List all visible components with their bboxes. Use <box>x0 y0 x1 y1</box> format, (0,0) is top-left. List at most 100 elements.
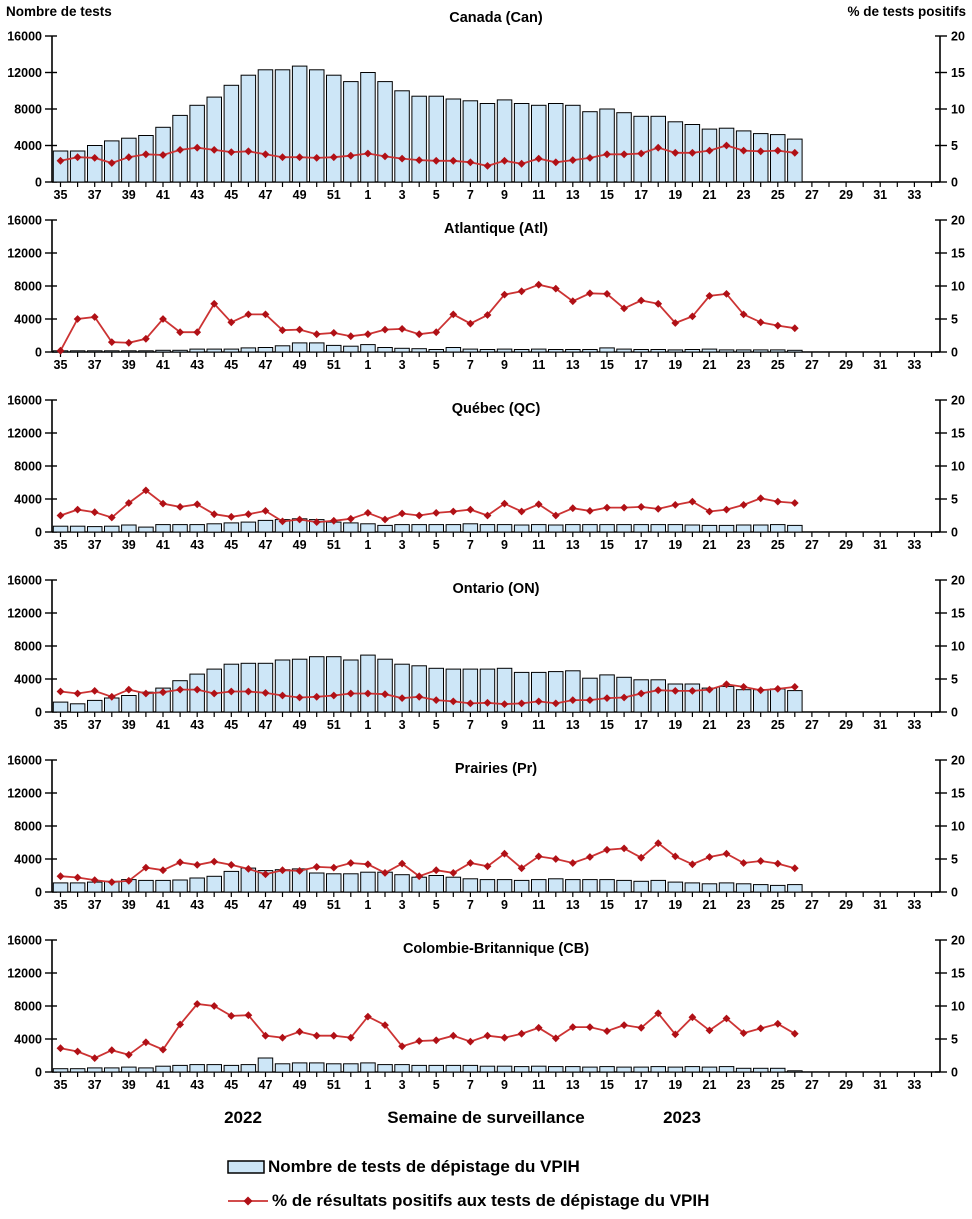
svg-text:43: 43 <box>190 1078 204 1092</box>
svg-text:15: 15 <box>951 607 965 621</box>
tests-bars-series <box>52 654 803 713</box>
svg-text:21: 21 <box>703 718 717 732</box>
svg-text:13: 13 <box>566 718 580 732</box>
svg-text:37: 37 <box>88 538 102 552</box>
pct-positive-line-series <box>56 280 799 355</box>
pct-positive-line-series <box>56 1000 799 1062</box>
svg-text:4000: 4000 <box>14 1033 42 1047</box>
svg-text:25: 25 <box>771 718 785 732</box>
svg-text:15: 15 <box>951 787 965 801</box>
svg-text:49: 49 <box>293 358 307 372</box>
svg-text:1: 1 <box>364 718 371 732</box>
svg-text:15: 15 <box>600 1078 614 1092</box>
svg-text:23: 23 <box>737 538 751 552</box>
svg-text:8000: 8000 <box>14 460 42 474</box>
svg-text:43: 43 <box>190 718 204 732</box>
svg-text:29: 29 <box>839 898 853 912</box>
svg-text:31: 31 <box>873 718 887 732</box>
svg-text:49: 49 <box>293 898 307 912</box>
svg-text:29: 29 <box>839 1078 853 1092</box>
svg-text:21: 21 <box>703 1078 717 1092</box>
svg-text:51: 51 <box>327 188 341 200</box>
svg-text:29: 29 <box>839 718 853 732</box>
chart-panel-atl: 0 4000 8000 12000 16000 0 5 10 15 20 35 37 39 41 43 45 4… <box>0 200 972 380</box>
svg-text:11: 11 <box>532 358 545 372</box>
svg-text:4000: 4000 <box>14 673 42 687</box>
panel-title: Canada (Can) <box>449 10 543 26</box>
svg-text:23: 23 <box>737 188 751 200</box>
svg-text:1: 1 <box>364 358 371 372</box>
svg-text:51: 51 <box>327 358 341 372</box>
svg-text:1: 1 <box>364 1078 371 1092</box>
pct-positive-line-series <box>56 839 799 886</box>
svg-text:19: 19 <box>668 1078 682 1092</box>
svg-text:25: 25 <box>771 358 785 372</box>
svg-text:39: 39 <box>122 1078 136 1092</box>
svg-text:20: 20 <box>951 754 965 768</box>
svg-text:0: 0 <box>35 346 42 360</box>
svg-text:49: 49 <box>293 188 307 200</box>
svg-text:29: 29 <box>839 358 853 372</box>
svg-text:45: 45 <box>224 1078 238 1092</box>
svg-text:16000: 16000 <box>7 934 42 948</box>
svg-text:15: 15 <box>951 427 965 441</box>
svg-text:5: 5 <box>433 358 440 372</box>
svg-text:5: 5 <box>951 853 958 867</box>
svg-text:5: 5 <box>433 538 440 552</box>
svg-text:41: 41 <box>156 538 170 552</box>
svg-text:33: 33 <box>907 538 921 552</box>
svg-text:10: 10 <box>951 280 965 294</box>
pct-positive-line-series <box>56 141 799 170</box>
svg-text:1: 1 <box>364 188 371 200</box>
svg-text:21: 21 <box>703 188 717 200</box>
svg-text:47: 47 <box>259 898 273 912</box>
svg-text:0: 0 <box>951 176 958 190</box>
svg-text:0: 0 <box>35 1066 42 1080</box>
svg-text:9: 9 <box>501 718 508 732</box>
chart-panel-cb: 0 4000 8000 12000 16000 0 5 10 15 20 35 37 39 41 43 45 4… <box>0 920 972 1100</box>
legend-item-pct-positive: % de résultats positifs aux tests de dép… <box>227 1184 972 1218</box>
svg-text:21: 21 <box>703 358 717 372</box>
svg-text:9: 9 <box>501 898 508 912</box>
svg-text:51: 51 <box>327 538 341 552</box>
right-axis-title: % de tests positifs <box>847 4 966 19</box>
svg-text:9: 9 <box>501 188 508 200</box>
svg-text:7: 7 <box>467 1078 474 1092</box>
line-swatch-icon <box>227 1193 269 1209</box>
svg-text:5: 5 <box>951 313 958 327</box>
svg-text:13: 13 <box>566 188 580 200</box>
svg-text:4000: 4000 <box>14 853 42 867</box>
chart-panel-can: 0 4000 8000 12000 16000 0 5 10 15 20 35 37 39 41 43 45 4… <box>0 0 972 203</box>
svg-text:20: 20 <box>951 30 965 44</box>
svg-text:7: 7 <box>467 188 474 200</box>
svg-text:12000: 12000 <box>7 66 42 80</box>
svg-text:35: 35 <box>54 718 68 732</box>
panel-title: Prairies (Pr) <box>455 761 537 777</box>
svg-text:35: 35 <box>54 538 68 552</box>
svg-text:5: 5 <box>433 1078 440 1092</box>
svg-text:0: 0 <box>951 346 958 360</box>
svg-text:15: 15 <box>600 718 614 732</box>
svg-text:39: 39 <box>122 358 136 372</box>
svg-text:16000: 16000 <box>7 754 42 768</box>
svg-text:39: 39 <box>122 188 136 200</box>
svg-text:27: 27 <box>805 188 819 200</box>
svg-text:33: 33 <box>907 1078 921 1092</box>
svg-text:23: 23 <box>737 718 751 732</box>
svg-text:29: 29 <box>839 538 853 552</box>
svg-text:41: 41 <box>156 898 170 912</box>
svg-text:13: 13 <box>566 538 580 552</box>
svg-text:47: 47 <box>259 358 273 372</box>
svg-text:20: 20 <box>951 394 965 408</box>
tests-bars-series <box>52 342 803 353</box>
svg-text:9: 9 <box>501 358 508 372</box>
svg-text:37: 37 <box>88 188 102 200</box>
svg-text:16000: 16000 <box>7 30 42 44</box>
svg-text:37: 37 <box>88 718 102 732</box>
chart-legend: Nombre de tests de dépistage du VPIH % d… <box>0 1140 972 1218</box>
svg-text:45: 45 <box>224 718 238 732</box>
svg-text:43: 43 <box>190 898 204 912</box>
